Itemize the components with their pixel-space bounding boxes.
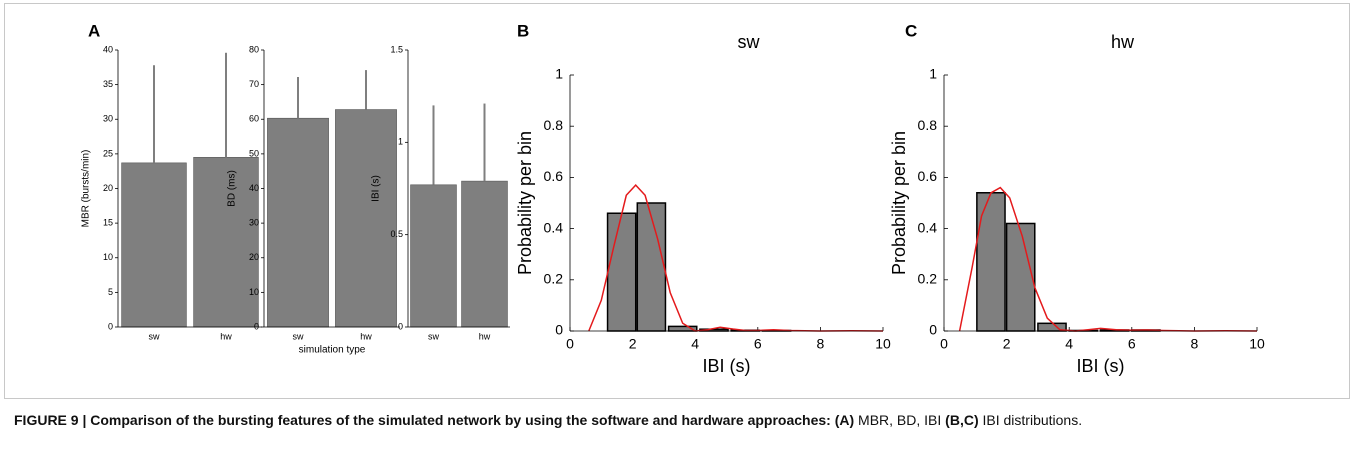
y-tick-label: 60 [249,114,259,124]
x-tick-label: 4 [691,336,699,352]
x-tick-label: 6 [754,336,762,352]
y-tick-label: 1 [398,137,403,147]
chart-title: hw [1111,32,1135,52]
y-tick-label: 0.4 [918,219,938,235]
x-axis-label: IBI (s) [703,356,751,376]
x-axis-label: simulation type [299,345,366,356]
x-tick-label: 8 [1191,336,1199,352]
y-tick-label: 20 [103,183,113,193]
x-tick-label: sw [293,331,305,341]
x-tick-label: hw [479,331,491,341]
y-tick-label: 35 [103,79,113,89]
y-tick-label: 40 [103,44,113,54]
bar [267,117,329,328]
bar [410,184,457,328]
bar [636,202,667,332]
y-axis-label: IBI (s) [371,175,382,202]
figure-frame [4,3,1350,399]
x-tick-label: 10 [1249,336,1265,352]
y-tick-label: 0.5 [390,229,403,239]
y-tick-label: 0 [108,321,113,331]
y-tick-label: 15 [103,218,113,228]
y-axis-label: Probability per bin [515,131,535,275]
chart-title: sw [738,32,761,52]
caption: FIGURE 9 | Comparison of the bursting fe… [14,408,1339,432]
y-tick-label: 0.4 [544,219,564,235]
bar [121,162,187,328]
y-tick-label: 0.2 [544,271,564,287]
y-tick-label: 0.6 [544,168,564,184]
fit-curve [958,186,1258,332]
caption-text: (B,C) [945,412,979,428]
caption-text: MBR, BD, IBI [854,412,946,428]
y-tick-label: 0 [929,322,937,338]
y-axis-label: BD (ms) [227,170,238,207]
caption-text: FIGURE 9 | Comparison of the bursting fe… [14,412,855,428]
x-tick-label: 2 [1003,336,1011,352]
bar [193,157,259,328]
y-tick-label: 40 [249,183,259,193]
x-tick-label: 4 [1065,336,1073,352]
y-axis-label: MBR (bursts/min) [81,150,92,228]
x-tick-label: 2 [629,336,637,352]
panel-label: C [905,21,917,40]
fit-curve [588,183,884,332]
x-tick-label: 0 [566,336,574,352]
y-tick-label: 5 [108,287,113,297]
bar [461,180,508,328]
y-tick-label: 30 [249,218,259,228]
y-tick-label: 10 [103,252,113,262]
x-tick-label: 0 [940,336,948,352]
y-tick-label: 70 [249,79,259,89]
bar [976,192,1006,332]
x-axis-label: IBI (s) [1077,356,1125,376]
x-tick-label: 10 [875,336,891,352]
x-tick-label: sw [149,331,161,341]
x-tick-label: hw [220,331,232,341]
y-tick-label: 0 [398,321,403,331]
bar [335,109,397,328]
y-tick-label: 80 [249,44,259,54]
y-tick-label: 0 [254,321,259,331]
y-tick-label: 50 [249,148,259,158]
y-tick-label: 30 [103,114,113,124]
panel-label: B [517,21,529,40]
x-tick-label: hw [360,331,372,341]
y-tick-label: 1.5 [390,44,403,54]
y-axis-label: Probability per bin [889,131,909,275]
panel-label: A [88,21,100,40]
y-tick-label: 10 [249,287,259,297]
y-tick-label: 0.2 [918,271,938,287]
bar [1005,222,1036,332]
x-tick-label: sw [428,331,440,341]
y-tick-label: 0.8 [544,117,564,133]
y-tick-label: 0.8 [918,117,938,133]
y-tick-label: 1 [929,66,937,82]
y-tick-label: 25 [103,148,113,158]
y-tick-label: 1 [555,66,563,82]
x-tick-label: 8 [817,336,825,352]
caption-text: IBI distributions. [978,412,1083,428]
x-tick-label: 6 [1128,336,1136,352]
bar [606,212,637,332]
y-tick-label: 20 [249,252,259,262]
y-tick-label: 0 [555,322,563,338]
y-tick-label: 0.6 [918,168,938,184]
